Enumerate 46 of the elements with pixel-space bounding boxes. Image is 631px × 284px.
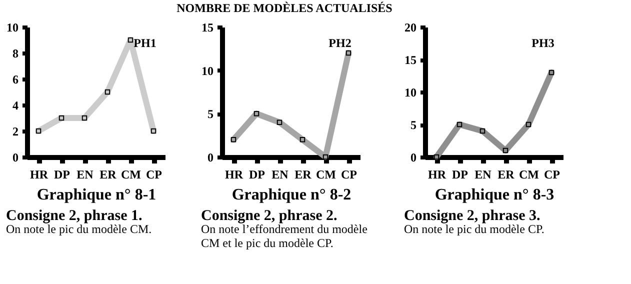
y-tick-label: 0 (12, 150, 18, 164)
y-tick-label: 10 (404, 86, 416, 100)
text: On note l’effondrement du modèle CM et le pic du modèle CP. (201, 222, 368, 250)
chart-title: NOMBRE DE MODÈLES ACTUALISÉS (176, 1, 393, 15)
y-tick-label: 15 (202, 20, 214, 34)
x-tick-label: DP (54, 168, 70, 182)
annotation: PH3 (532, 36, 554, 50)
x-axis-title: Graphique n° 8-2 (232, 186, 352, 204)
x-tick-label: ER (294, 168, 312, 182)
text: Consigne 2, phrase 2. (201, 208, 338, 224)
x-axis-title: Graphique n° 8-1 (36, 186, 156, 204)
annotation: PH1 (134, 36, 156, 50)
x-tick-label: HR (428, 168, 446, 182)
y-tick-label: 10 (202, 64, 214, 78)
x-tick-label: EN (76, 168, 94, 182)
y-tick-label: 0 (208, 150, 214, 164)
x-tick-label: CM (121, 168, 141, 182)
y-tick-label: 8 (12, 46, 18, 60)
y-tick-label: 15 (404, 53, 416, 67)
y-tick-label: 10 (6, 20, 18, 34)
x-tick-label: DP (249, 168, 265, 182)
x-tick-label: DP (452, 168, 468, 182)
x-tick-label: ER (100, 168, 117, 182)
x-tick-label: CP (341, 168, 357, 182)
x-tick-label: HR (225, 168, 244, 182)
y-tick-label: 0 (410, 150, 416, 164)
text: On note le pic du modèle CM. (6, 222, 152, 236)
x-tick-label: CP (544, 168, 560, 182)
y-tick-label: 4 (12, 98, 18, 112)
text: Consigne 2, phrase 1. (6, 208, 143, 224)
annotation: PH2 (328, 36, 352, 50)
x-tick-label: CP (146, 168, 162, 182)
x-tick-label: CM (316, 168, 336, 182)
x-tick-label: EN (474, 168, 492, 182)
x-tick-label: EN (272, 168, 289, 182)
text: On note le pic du modèle CP. (404, 222, 544, 236)
y-tick-label: 2 (12, 124, 18, 138)
y-tick-label: 5 (208, 107, 214, 122)
x-tick-label: ER (498, 168, 515, 182)
y-tick-label: 5 (410, 118, 416, 132)
text: Consigne 2, phrase 3. (404, 208, 541, 224)
x-axis-title: Graphique n° 8-3 (434, 186, 554, 204)
x-tick-label: HR (30, 168, 48, 182)
y-tick-label: 6 (12, 72, 18, 86)
y-tick-label: 20 (404, 20, 416, 34)
x-tick-label: CM (519, 168, 539, 182)
